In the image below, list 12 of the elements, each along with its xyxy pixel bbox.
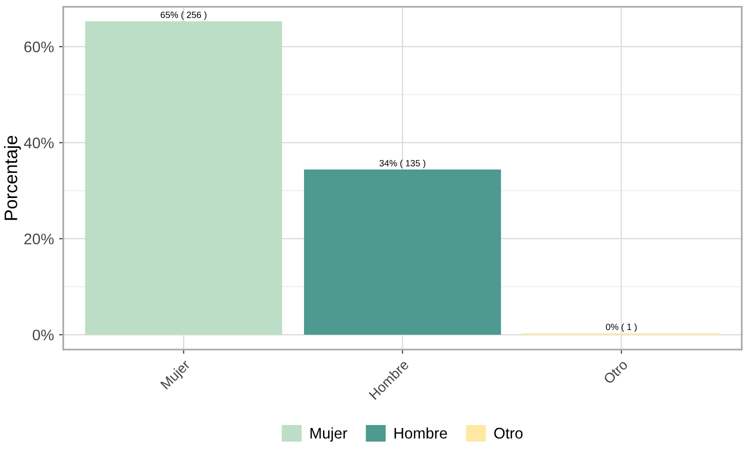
y-tick-label: 60%: [24, 42, 54, 52]
y-tick-label: 40%: [24, 138, 54, 148]
x-tick-label: Otro: [603, 359, 628, 384]
y-tick-label: 20%: [24, 234, 54, 244]
data-label: 65% ( 256 ): [160, 11, 206, 20]
legend-label: Mujer: [310, 427, 348, 442]
legend-label: Otro: [494, 428, 523, 439]
y-tick-label: 0%: [32, 330, 54, 340]
y-axis-title: Porcentaje: [4, 136, 21, 220]
data-label: 34% ( 135 ): [380, 160, 426, 168]
data-label: 0% ( 1 ): [606, 323, 637, 332]
legend-label: Hombre: [394, 427, 447, 439]
